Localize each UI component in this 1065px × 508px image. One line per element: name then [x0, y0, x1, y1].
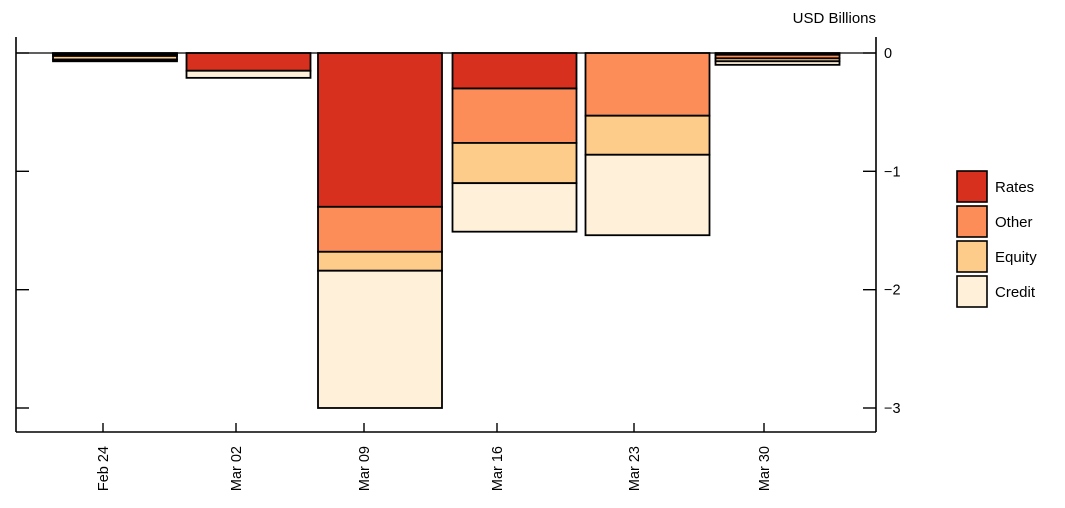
xtick-label-mar09: Mar 09 — [357, 446, 373, 491]
x-axis-ticks — [102, 423, 765, 432]
bar-segment-rates-mar-09 — [317, 52, 443, 208]
xtick-label-mar02: Mar 02 — [229, 446, 245, 491]
bar-segment-credit-mar-30 — [714, 60, 841, 66]
legend-swatch-credit — [956, 275, 988, 308]
legend-label-equity: Equity — [995, 249, 1037, 266]
bar-segment-equity-mar-23 — [584, 114, 711, 156]
ytick-label-3: −3 — [884, 401, 901, 417]
ytick-label-0: 0 — [884, 46, 892, 62]
bar-segment-credit-mar-09 — [317, 269, 443, 409]
chart-title: USD Billions — [793, 10, 876, 27]
y-axis-right-ticks — [863, 52, 876, 409]
xtick-label-mar16: Mar 16 — [490, 446, 506, 491]
bar-segment-rates-mar-02 — [185, 52, 312, 72]
bar-segment-other-mar-09 — [317, 205, 443, 253]
legend-swatch-equity — [956, 240, 988, 273]
legend-label-rates: Rates — [995, 179, 1034, 196]
legend: Rates Other Equity Credit — [956, 170, 1037, 308]
y-axis-left-ticks — [16, 52, 29, 409]
legend-label-credit: Credit — [995, 284, 1036, 301]
bar-segment-rates-mar-16 — [451, 52, 578, 90]
legend-swatch-rates — [956, 170, 988, 203]
bar-segment-equity-mar-09 — [317, 250, 443, 272]
bar-segment-credit-feb-24 — [52, 58, 178, 63]
bar-segment-other-mar-16 — [451, 87, 578, 144]
bar-segment-other-mar-23 — [584, 52, 711, 117]
legend-swatch-other — [956, 205, 988, 238]
xtick-label-feb24: Feb 24 — [96, 446, 112, 491]
legend-label-other: Other — [995, 214, 1033, 231]
bar-segment-credit-mar-23 — [584, 153, 711, 237]
ytick-label-2: −2 — [884, 283, 901, 299]
bar-segment-credit-mar-16 — [451, 182, 578, 233]
xtick-label-mar23: Mar 23 — [627, 446, 643, 491]
bar-series-group — [52, 52, 841, 409]
ytick-label-1: −1 — [884, 164, 901, 180]
bar-segment-equity-mar-16 — [451, 142, 578, 185]
bar-segment-credit-mar-02 — [185, 69, 312, 79]
xtick-label-mar30: Mar 30 — [757, 446, 773, 491]
